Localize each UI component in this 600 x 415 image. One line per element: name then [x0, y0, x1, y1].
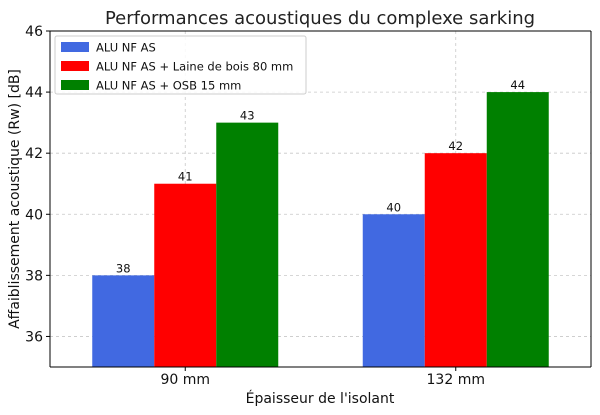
y-tick-label: 40 [25, 207, 43, 223]
bar-value-label: 42 [448, 139, 463, 153]
bar-value-label: 41 [178, 170, 193, 184]
ticks: 36 38 40 42 44 46 90 mm 132 mm [25, 24, 485, 388]
bar [362, 214, 425, 367]
y-tick-label: 42 [25, 146, 43, 162]
bar-value-label: 43 [240, 109, 255, 123]
bar [486, 92, 549, 367]
bar [92, 275, 155, 367]
y-tick-label: 36 [25, 329, 43, 345]
y-tick-label: 46 [25, 24, 43, 40]
x-tick-label: 132 mm [427, 372, 485, 388]
legend-label: ALU NF AS + OSB 15 mm [96, 79, 241, 93]
bars: 38 41 43 40 42 44 [92, 78, 549, 368]
chart-title: Performances acoustiques du complexe sar… [105, 8, 535, 29]
legend-swatch [61, 42, 89, 52]
y-tick-label: 44 [25, 85, 43, 101]
legend-box [54, 35, 307, 95]
legend: ALU NF AS ALU NF AS + Laine de bois 80 mm… [54, 35, 307, 95]
bar [424, 153, 487, 367]
y-tick-label: 38 [25, 268, 43, 284]
axes [49, 30, 592, 368]
legend-swatch [61, 61, 89, 71]
y-axis-label: Affaiblissement acoustique (Rw) [dB] [7, 69, 23, 329]
bar [154, 183, 217, 367]
legend-label: ALU NF AS [96, 41, 156, 55]
bar-value-label: 38 [116, 261, 131, 275]
bar [216, 122, 279, 368]
legend-swatch [61, 80, 89, 90]
bar-value-label: 40 [386, 200, 401, 214]
bar-value-label: 44 [510, 78, 525, 92]
x-axis-label: Épaisseur de l'isolant [246, 390, 395, 407]
legend-label: ALU NF AS + Laine de bois 80 mm [96, 60, 293, 74]
x-tick-label: 90 mm [160, 372, 210, 388]
